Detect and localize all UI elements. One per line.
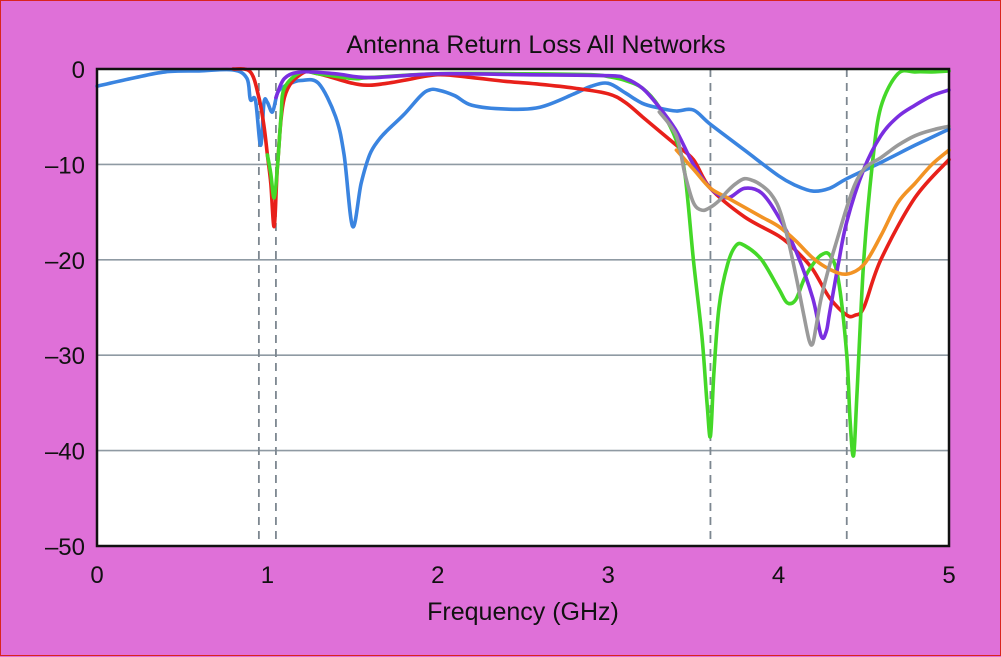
plot-area bbox=[96, 68, 950, 547]
x-tick-label: 3 bbox=[602, 562, 615, 589]
x-tick-label: 5 bbox=[942, 562, 955, 589]
x-axis-title: Frequency (GHz) bbox=[427, 598, 619, 626]
y-tick-label: –40 bbox=[45, 439, 85, 466]
plot-border bbox=[95, 67, 951, 548]
y-tick-label: –20 bbox=[45, 248, 85, 275]
x-tick-label: 4 bbox=[772, 562, 785, 589]
series-lines bbox=[95, 67, 951, 458]
series-line-1 bbox=[95, 67, 951, 229]
frequency-band-markers bbox=[257, 69, 848, 546]
y-tick-label: –30 bbox=[45, 343, 85, 370]
y-tick-label: –50 bbox=[45, 534, 85, 561]
x-tick-label: 1 bbox=[261, 562, 274, 589]
y-tick-label: 0 bbox=[72, 57, 85, 84]
series-line-6 bbox=[657, 110, 951, 347]
x-tick-label: 0 bbox=[90, 562, 103, 589]
x-tick-labels: 0 1 2 3 4 5 bbox=[90, 562, 955, 589]
y-tick-labels: 0 –10 –20 –30 –40 –50 bbox=[45, 57, 85, 561]
series-line-3 bbox=[265, 68, 951, 458]
series-line-2 bbox=[231, 67, 951, 319]
chart-title: Antenna Return Loss All Networks bbox=[346, 31, 725, 59]
y-tick-label: –10 bbox=[45, 152, 85, 179]
x-tick-label: 2 bbox=[431, 562, 444, 589]
